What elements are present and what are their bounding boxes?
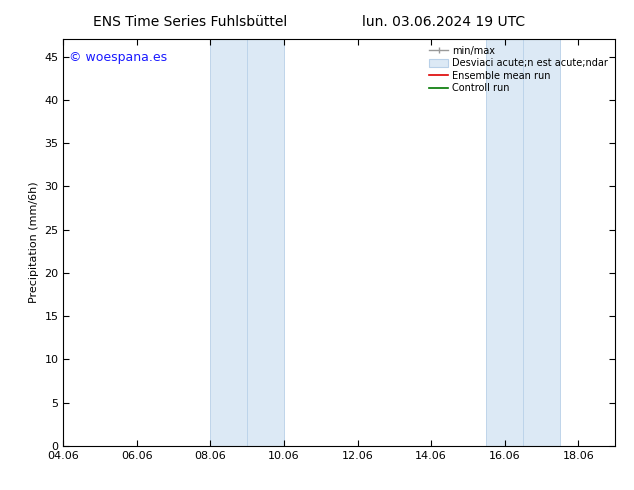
Bar <box>210 39 284 446</box>
Bar <box>486 39 560 446</box>
Text: lun. 03.06.2024 19 UTC: lun. 03.06.2024 19 UTC <box>362 15 526 29</box>
Legend: min/max, Desviaci acute;n est acute;ndar, Ensemble mean run, Controll run: min/max, Desviaci acute;n est acute;ndar… <box>427 44 610 95</box>
Text: ENS Time Series Fuhlsbüttel: ENS Time Series Fuhlsbüttel <box>93 15 287 29</box>
Text: © woespana.es: © woespana.es <box>69 51 167 64</box>
Y-axis label: Precipitation (mm/6h): Precipitation (mm/6h) <box>29 182 39 303</box>
